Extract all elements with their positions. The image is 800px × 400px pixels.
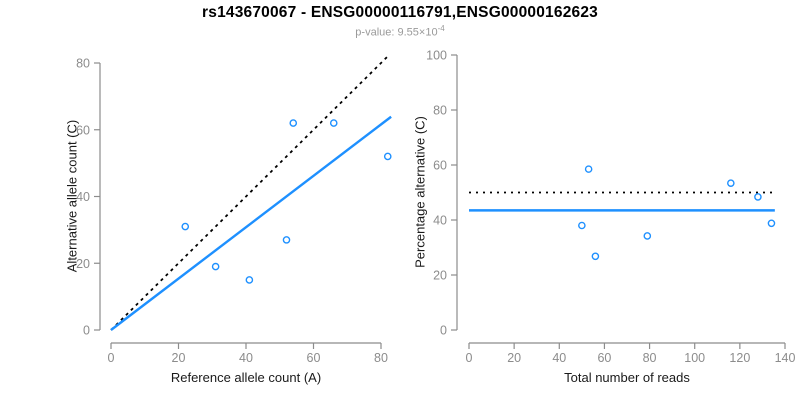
data-point [767, 219, 776, 228]
y-tick-label: 20 [76, 257, 90, 271]
x-tick-label: 80 [643, 351, 657, 365]
x-tick-label: 0 [466, 351, 473, 365]
x-axis-label-right: Total number of reads [564, 370, 690, 385]
y-tick-label: 20 [433, 269, 447, 283]
data-point [584, 165, 593, 173]
fit-line [110, 115, 392, 331]
pvalue-mantissa: 9.55×10 [397, 26, 438, 39]
x-axis-label-left: Reference allele count (A) [170, 370, 322, 385]
pvalue-subtitle: p-value: 9.55×10-4 [0, 24, 800, 39]
x-tick-label: 20 [172, 351, 186, 365]
percentage-scatter: 0 20 40 60 80 100 0 20 40 60 80 100 120 140 [426, 49, 795, 366]
x-tick-label: 40 [552, 351, 566, 365]
data-point [245, 276, 254, 284]
x-tick-label: 20 [507, 351, 521, 365]
data-point [578, 221, 586, 230]
data-point [643, 232, 652, 240]
data-point [211, 262, 220, 271]
y-tick-label: 80 [433, 104, 447, 118]
x-tick-label: 140 [775, 351, 796, 365]
identity-line [110, 55, 389, 331]
y-tick-label: 0 [83, 324, 90, 338]
data-point [329, 119, 338, 127]
y-tick-label: 40 [433, 214, 447, 228]
allele-count-scatter: 0 20 40 60 80 0 20 40 60 80 [76, 55, 392, 365]
data-point [282, 236, 291, 244]
x-tick-label: 40 [239, 351, 253, 365]
y-axis-label-right: Percentage alternative (C) [412, 116, 428, 268]
data-point [181, 222, 190, 231]
pvalue-prefix: p-value: [355, 26, 398, 39]
y-tick-label: 0 [440, 324, 447, 338]
data-point [591, 252, 600, 261]
pvalue-exponent: -4 [437, 24, 445, 33]
figure-title: rs143670067 - ENSG00000116791,ENSG000001… [202, 4, 598, 21]
y-tick-label: 60 [433, 159, 447, 173]
data-point [727, 179, 735, 187]
y-tick-label: 100 [426, 49, 447, 63]
x-tick-label: 80 [374, 351, 388, 365]
data-point [754, 193, 762, 201]
y-tick-label: 40 [76, 190, 90, 204]
y-tick-label: 80 [76, 57, 90, 71]
x-tick-label: 60 [307, 351, 321, 365]
y-tick-label: 60 [76, 123, 90, 137]
x-tick-label: 60 [597, 351, 611, 365]
x-tick-label: 120 [729, 351, 750, 365]
x-tick-label: 0 [108, 351, 115, 365]
y-axis-label-left: Alternative allele count (C) [64, 119, 80, 273]
data-point [383, 152, 392, 161]
data-point [289, 119, 298, 127]
x-tick-label: 100 [684, 351, 705, 365]
